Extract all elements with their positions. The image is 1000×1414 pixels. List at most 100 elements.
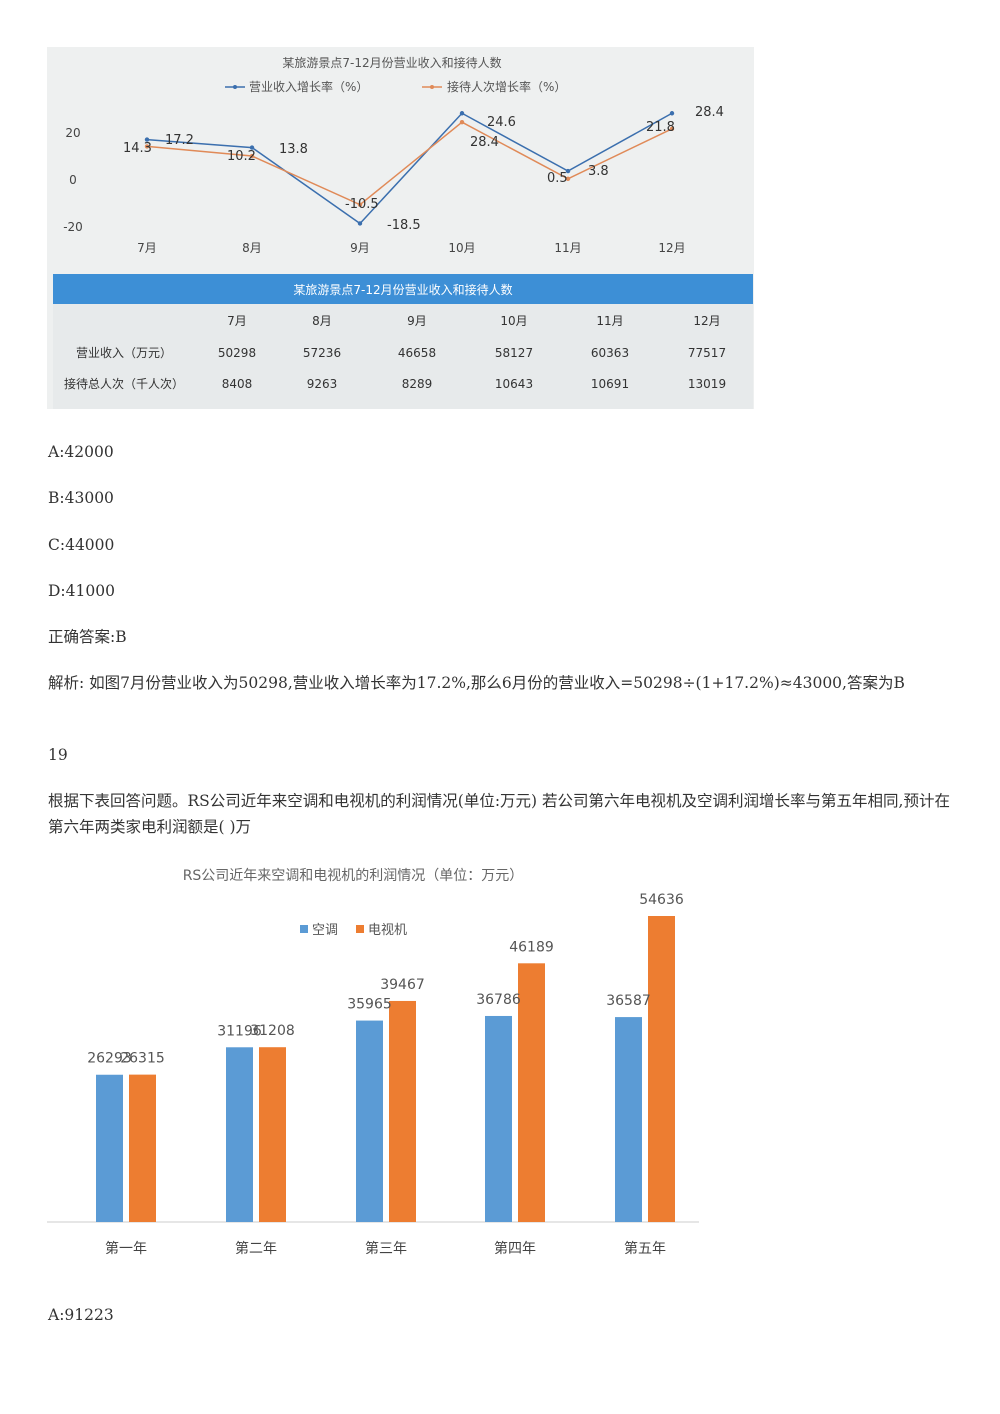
legend-ac-label: 空调 (312, 923, 338, 938)
option-b: B:43000 (48, 489, 114, 507)
table-cell: 77517 (688, 346, 726, 360)
visitor-growth-point (669, 126, 675, 131)
table-cell: 9263 (307, 377, 338, 391)
bar-x-tick-label: 第一年 (105, 1240, 147, 1257)
tv-bar (389, 1000, 416, 1222)
bar-chart-x-ticks: 第一年 第二年 第三年 第四年 第五年 (105, 1240, 666, 1257)
line-chart-x-ticks: 7月 8月 9月 10月 11月 12月 (137, 241, 685, 255)
line-data-label: 3.8 (588, 164, 609, 179)
option-a-q19: A:91223 (48, 1306, 114, 1324)
table-header-cell: 7月 (227, 314, 247, 328)
bar-data-label: 54636 (639, 892, 684, 908)
line-x-tick-label: 7月 (137, 241, 157, 255)
line-data-label: -18.5 (387, 218, 421, 233)
legend-visitor-label: 接待人次增长率（%） (447, 79, 566, 94)
ac-bar (615, 1017, 642, 1222)
line-data-label: 17.2 (165, 133, 194, 148)
table-header-cell: 11月 (596, 314, 623, 328)
line-chart-y-ticks: 20 0 -20 (63, 126, 83, 234)
table-header-cell: 10月 (500, 314, 527, 328)
line-data-label: 13.8 (279, 142, 308, 157)
line-data-label: 14.3 (123, 141, 152, 156)
line-y-tick-label: 20 (65, 126, 80, 140)
line-chart-legend: 营业收入增长率（%） 接待人次增长率（%） (225, 79, 566, 94)
line-chart-title: 某旅游景点7-12月份营业收入和接待人数 (282, 55, 501, 70)
table-header-cell: 9月 (407, 314, 427, 328)
question-number: 19 (48, 746, 68, 764)
table-cell: 10691 (591, 377, 629, 391)
bar-chart-bars (96, 916, 675, 1222)
line-data-label: 10.2 (227, 149, 256, 164)
table-cell: 57236 (303, 346, 341, 360)
line-data-label: 21.8 (646, 120, 675, 135)
table-cell: 8408 (222, 377, 253, 391)
line-x-tick-label: 11月 (554, 241, 581, 255)
line-y-tick-label: -20 (63, 220, 83, 234)
bar-data-label: 26315 (120, 1051, 165, 1067)
line-x-tick-label: 12月 (658, 241, 685, 255)
ac-bar (485, 1015, 512, 1222)
table-cell: 60363 (591, 346, 629, 360)
option-a: A:42000 (48, 443, 114, 461)
table-body (53, 304, 753, 409)
bar-data-label: 31196 (217, 1023, 262, 1039)
table-cell: 13019 (688, 377, 726, 391)
bar-data-label: 31208 (250, 1023, 295, 1039)
line-chart-series (144, 111, 675, 226)
line-chart-data-labels: 14.3 17.2 10.2 13.8 -10.5 -18.5 24.6 28.4 0.5 3.8… (123, 105, 724, 233)
tv-bar (259, 1047, 286, 1222)
table-cell: 10643 (495, 377, 533, 391)
line-data-label: 24.6 (487, 115, 516, 130)
bar-chart-legend: 空调 电视机 (300, 923, 407, 938)
tv-bar (129, 1074, 156, 1222)
rs-profit-chart-svg: RS公司近年来空调和电视机的利润情况（单位：万元） 空调 电视机 2629326… (47, 868, 699, 1257)
legend-tv-label: 电视机 (368, 923, 407, 938)
visitor-growth-line (146, 121, 673, 206)
table-header-cell: 12月 (693, 314, 720, 328)
legend-revenue-label: 营业收入增长率（%） (249, 79, 368, 94)
rs-profit-chart-figure: RS公司近年来空调和电视机的利润情况（单位：万元） 空调 电视机 26293 26… (47, 856, 700, 1274)
tv-bar (648, 916, 675, 1222)
line-data-label: -10.5 (345, 197, 379, 212)
line-y-tick-label: 0 (69, 173, 77, 187)
tourism-chart-svg: 某旅游景点7-12月份营业收入和接待人数 营业收入增长率（%） 接待人次增长率（… (53, 55, 753, 409)
bar-x-tick-label: 第二年 (235, 1240, 277, 1257)
tourism-chart-figure: 某旅游景点7-12月份营业收入和接待人数 营业收入增长率（%） 接待人次增长率（… (47, 47, 754, 409)
visitor-growth-point (144, 144, 150, 149)
legend-revenue-dot (233, 85, 237, 89)
line-data-label: 28.4 (695, 105, 724, 120)
bar-x-tick-label: 第四年 (494, 1240, 536, 1257)
revenue-growth-point (565, 168, 571, 174)
visitor-growth-point (249, 153, 255, 159)
bar-chart-title: RS公司近年来空调和电视机的利润情况（单位：万元） (183, 868, 524, 884)
visitor-growth-point (565, 176, 571, 182)
line-data-label: 28.4 (470, 135, 499, 150)
visitor-growth-point (459, 119, 465, 125)
line-x-tick-label: 8月 (242, 241, 262, 255)
bar-data-label: 46189 (509, 939, 554, 955)
ac-bar (356, 1020, 383, 1222)
option-d: D:41000 (48, 582, 115, 600)
revenue-growth-line (146, 112, 673, 225)
bar-data-label: 36587 (606, 993, 651, 1009)
legend-visitor-dot (430, 85, 434, 89)
revenue-growth-point (249, 145, 255, 150)
bar-data-label: 35965 (347, 997, 392, 1013)
bar-x-tick-label: 第三年 (365, 1240, 407, 1257)
revenue-growth-point (144, 137, 150, 142)
table-cell: 8289 (402, 377, 433, 391)
legend-tv-swatch (356, 925, 364, 933)
option-c: C:44000 (48, 536, 115, 554)
table-header-cell: 8月 (312, 314, 332, 328)
bar-x-tick-label: 第五年 (624, 1240, 666, 1257)
bar-data-label: 39467 (380, 977, 425, 993)
tv-bar (518, 963, 545, 1222)
bar-data-label: 36786 (476, 992, 521, 1008)
line-x-tick-label: 10月 (448, 241, 475, 255)
legend-ac-swatch (300, 925, 308, 933)
table-cell: 58127 (495, 346, 533, 360)
table-row-label: 接待总人次（千人次） (64, 376, 184, 391)
analysis-text: 解析: 如图7月份营业收入为50298,营业收入增长率为17.2%,那么6月份的… (48, 674, 905, 692)
